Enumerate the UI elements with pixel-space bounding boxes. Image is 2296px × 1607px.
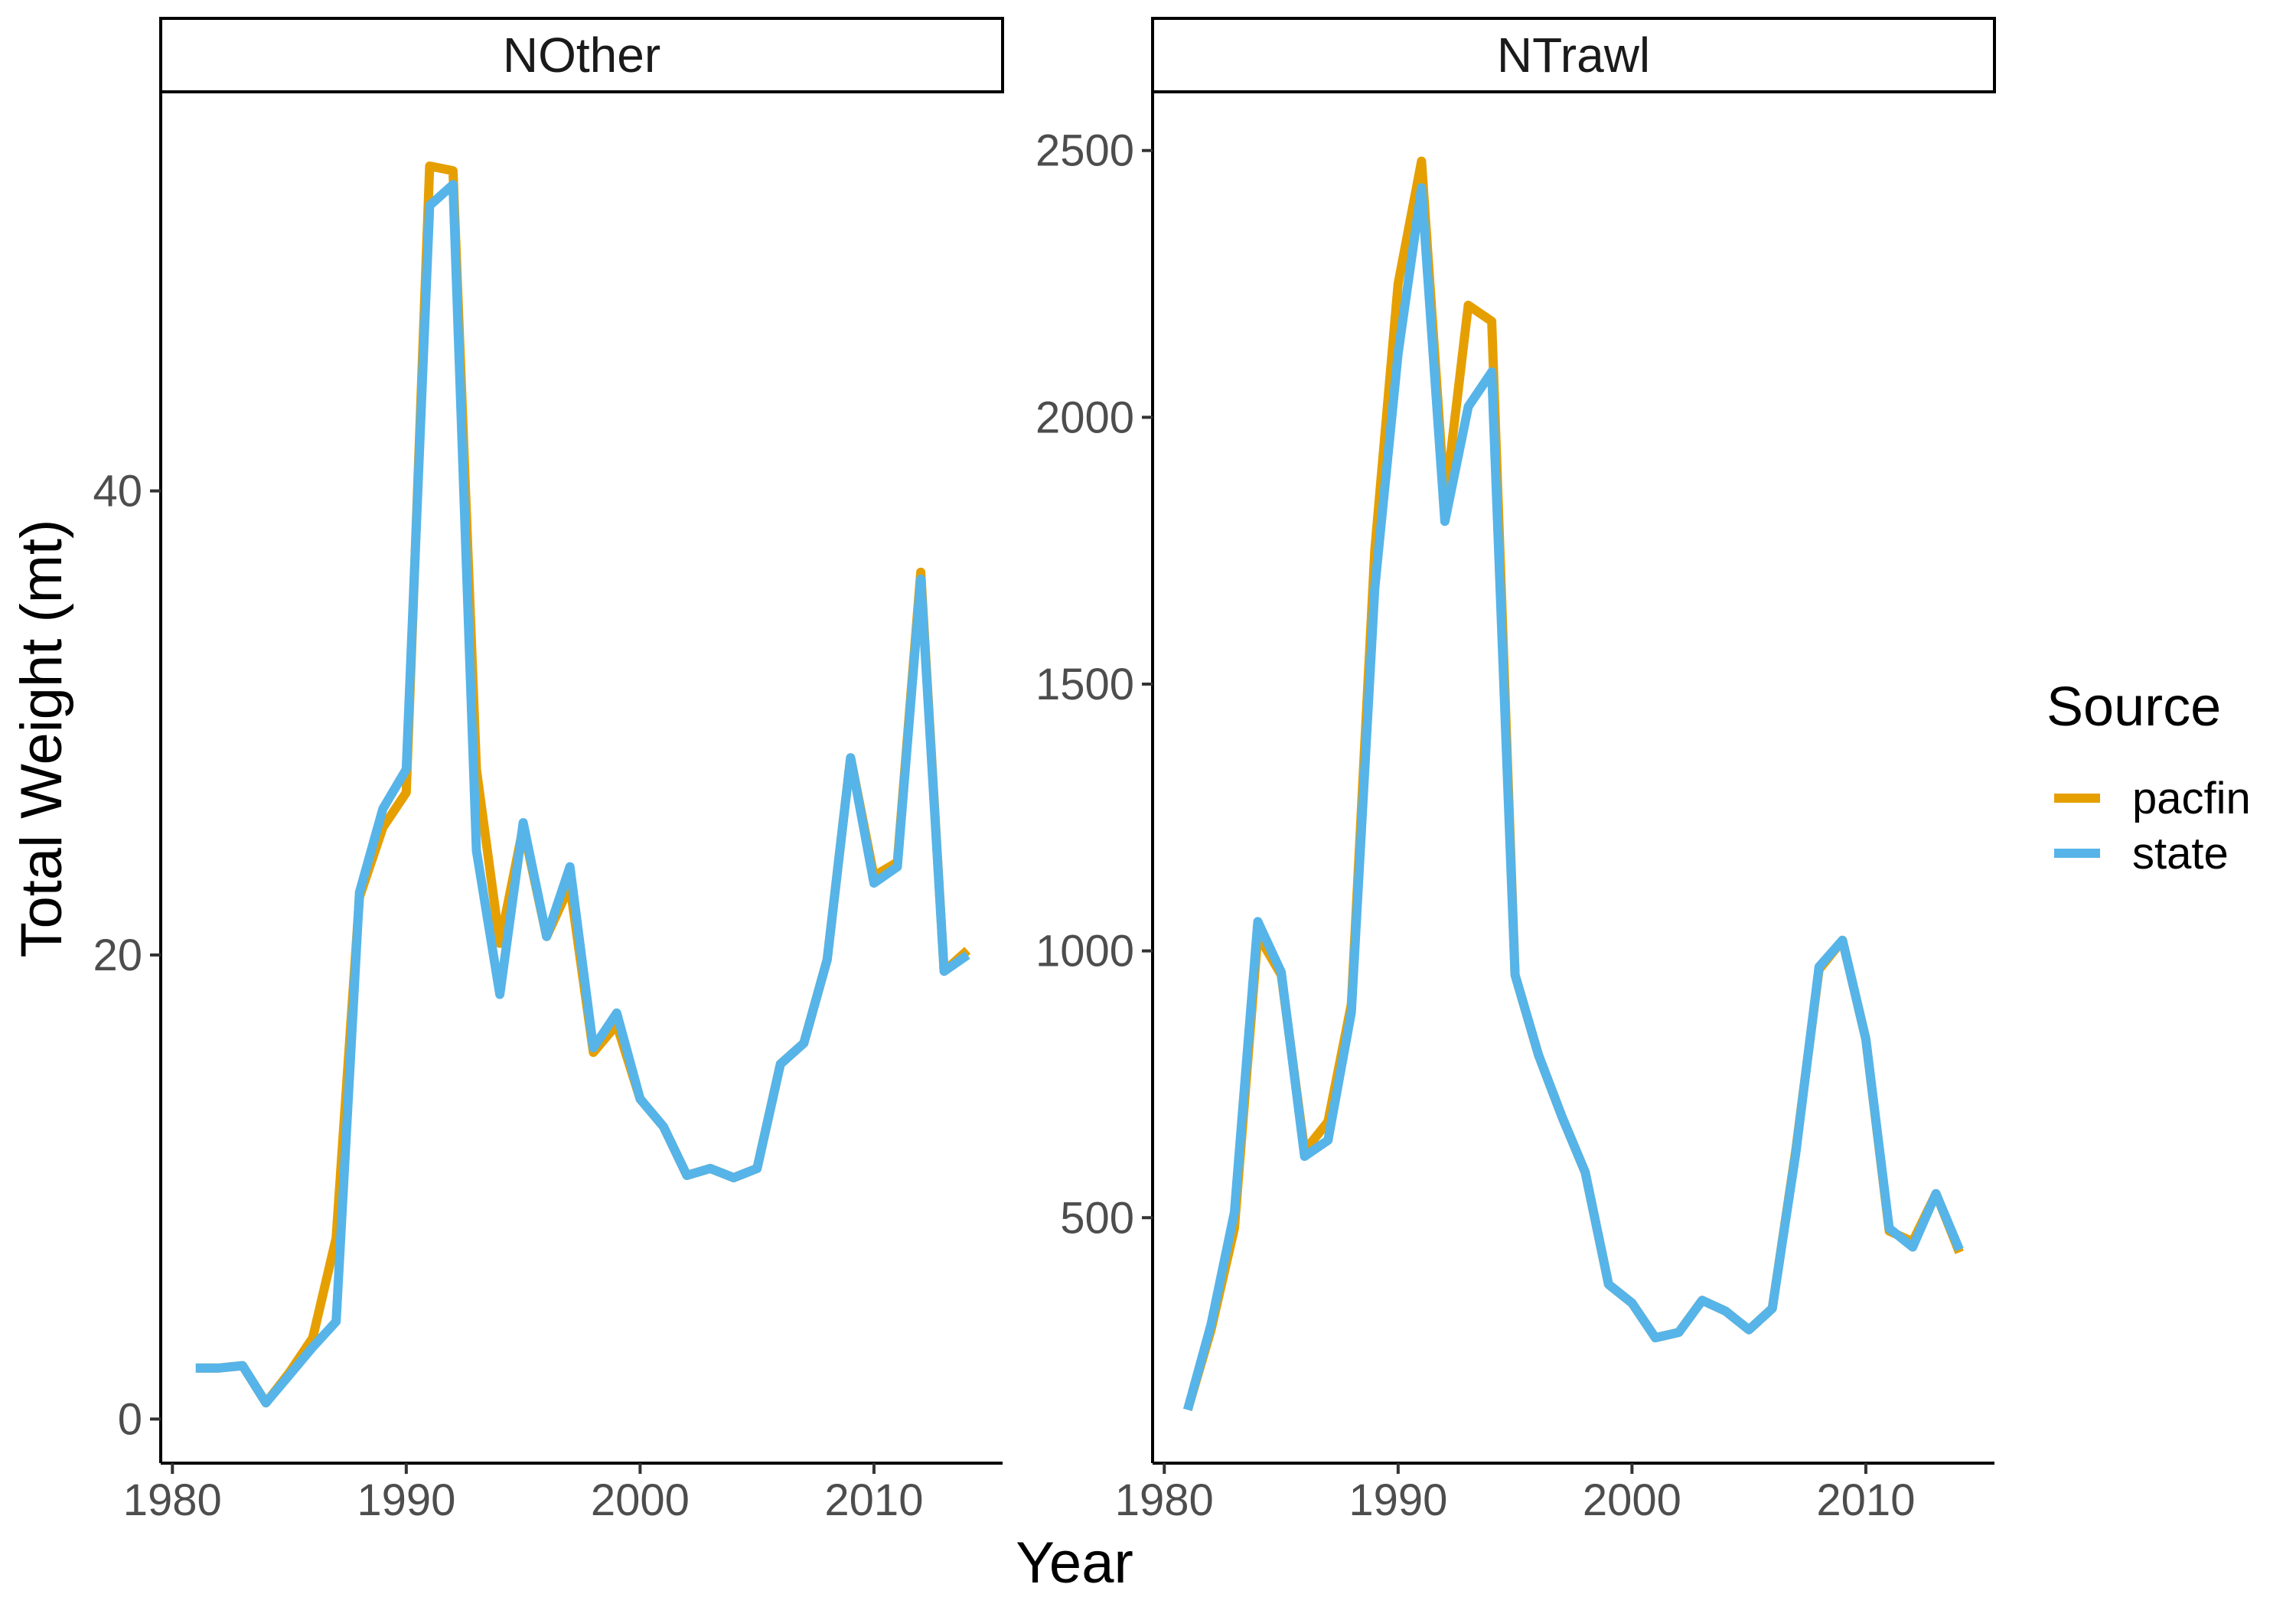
- x-tick-label: 1980: [1115, 1475, 1214, 1525]
- legend: Source pacfin state: [2047, 676, 2251, 878]
- y-tick-label: 2000: [1035, 393, 1134, 442]
- series-line-state: [195, 180, 970, 1408]
- y-tick-label: 1000: [1035, 927, 1134, 976]
- panel-nother: NOther 1980 1990 2000 2010 0 20 40: [93, 17, 1004, 1525]
- x-tick-label: 2000: [1583, 1475, 1681, 1525]
- legend-label-pacfin: pacfin: [2132, 774, 2251, 823]
- y-axis-title: Total Weight (mt): [9, 520, 74, 958]
- x-tick-label: 2010: [1816, 1475, 1915, 1525]
- y-tick-label: 2500: [1035, 126, 1134, 176]
- facet-strip: [159, 17, 1004, 93]
- facet-strip-label: NTrawl: [1497, 28, 1650, 83]
- x-tick-label: 1980: [123, 1475, 222, 1525]
- y-tick-label: 1500: [1035, 660, 1134, 709]
- panels: NOther 1980 1990 2000 2010 0 20 40 NTrawl 1980 199…: [93, 17, 1996, 1525]
- series-line-pacfin: [1183, 156, 1964, 1411]
- y-tick-label: 20: [93, 931, 142, 980]
- x-tick-label: 1990: [357, 1475, 455, 1525]
- facet-strip-label: NOther: [503, 28, 660, 83]
- x-axis-title: Year: [1016, 1530, 1133, 1596]
- y-tick-label: 0: [118, 1394, 142, 1444]
- x-tick-label: 2000: [591, 1475, 690, 1525]
- legend-label-state: state: [2132, 829, 2229, 878]
- panel-ntrawl: NTrawl 1980 1990 2000 2010 500 1000 1500 2000 250…: [1035, 17, 1996, 1525]
- x-tick-label: 1990: [1349, 1475, 1447, 1525]
- x-tick-label: 2010: [824, 1475, 923, 1525]
- series-line-state: [1183, 183, 1964, 1411]
- y-tick-label: 40: [93, 467, 142, 517]
- y-tick-label: 500: [1060, 1193, 1134, 1243]
- facet-strip: [1151, 17, 1996, 93]
- legend-title: Source: [2047, 676, 2221, 738]
